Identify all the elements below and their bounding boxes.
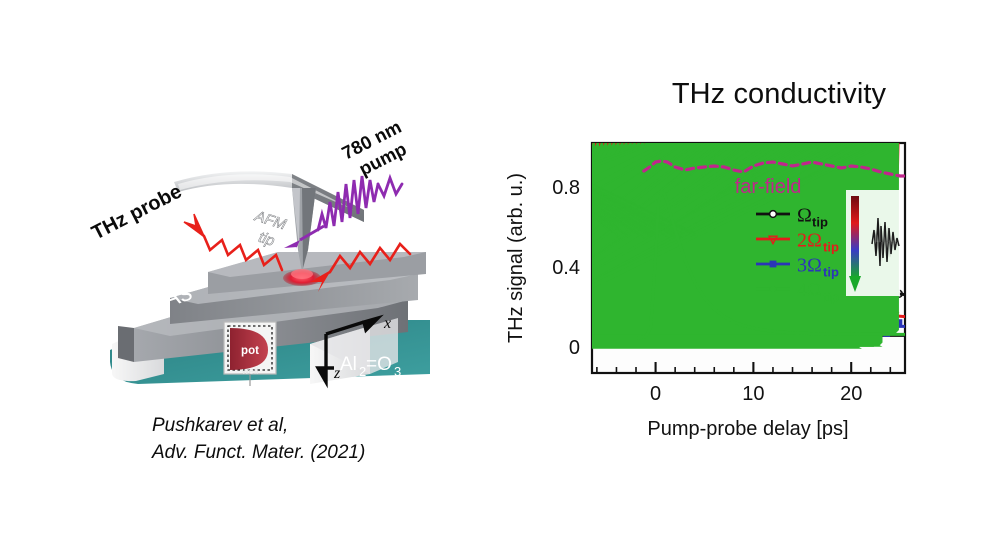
legend-label-subscript: tip xyxy=(812,215,828,230)
afm-cantilever xyxy=(174,171,364,222)
y-axis-tick-labels: 0 0.4 0.8 xyxy=(552,177,580,359)
legend-item-2Ωtip[interactable]: 2Ω tip xyxy=(756,230,839,255)
thz-incoming-wave xyxy=(328,241,412,274)
data-marker xyxy=(592,143,899,335)
legend-label: 3Ω xyxy=(797,255,822,277)
chart-title: THz conductivity xyxy=(671,78,887,110)
legend-item-4Ωtip[interactable]: 4Ω tip xyxy=(756,280,839,305)
series-far-field xyxy=(642,159,905,178)
citation-line-2: Adv. Funct. Mater. (2021) xyxy=(152,442,366,463)
x-tick-label: 20 xyxy=(840,383,862,405)
data-marker xyxy=(769,260,777,268)
y-axis-title: THz signal (arb. u.) xyxy=(505,173,527,343)
legend-label: 2Ω xyxy=(797,230,822,252)
legend-label-subscript: tip xyxy=(823,265,839,280)
citation-line-1: Pushkarev et al, xyxy=(152,415,289,436)
pump-arrow xyxy=(284,224,325,256)
thz-incoming-arrow xyxy=(310,270,331,292)
legend-label-subscript: tip xyxy=(823,290,839,305)
y-tick-label: 0 xyxy=(569,337,580,359)
fit-curve-4Ωtip xyxy=(592,190,905,340)
y-tick-label: 0.8 xyxy=(552,177,580,199)
oxide-label-group: Al 2 =O 3 xyxy=(340,354,401,379)
inset-arrow-head xyxy=(849,276,861,292)
figure-citation: Pushkarev et al, Adv. Funct. Mater. (202… xyxy=(152,412,482,466)
series-4Ωtip xyxy=(592,143,905,349)
thz-waveform-inset xyxy=(846,190,900,296)
oxide-label-main: Al xyxy=(340,354,357,375)
afm-tip-label-line2: tip xyxy=(256,229,276,250)
x-tick-label: 10 xyxy=(742,383,764,405)
thz-probe-wave xyxy=(202,234,284,272)
legend-label-subscript: tip xyxy=(823,240,839,255)
data-marker xyxy=(767,235,779,246)
axis-x-label: x xyxy=(383,315,391,332)
x-axis-title: Pump-probe delay [ps] xyxy=(647,418,848,440)
far-field-curve xyxy=(642,159,905,178)
oxide-label-sub1: 2 xyxy=(359,364,366,379)
data-series-layer xyxy=(592,143,905,349)
pump-pulse-wave xyxy=(316,173,404,232)
oxide-label-sub2: 3 xyxy=(394,364,401,379)
thz-probe-arrow xyxy=(183,213,206,239)
inset-pot-label: pot xyxy=(241,345,259,357)
inset-waveform-shade xyxy=(874,222,898,262)
legend-label: 4Ω xyxy=(797,280,822,302)
coordinate-axes xyxy=(315,314,384,389)
legend-item-3Ωtip[interactable]: 3Ω tip xyxy=(756,255,839,280)
annotation-far-field: far-field xyxy=(735,176,802,198)
oxide-label-mid: =O xyxy=(366,354,392,375)
potential-well-inset: pot well xyxy=(223,321,277,386)
x-axis-tick-labels: 0 10 20 xyxy=(650,383,862,405)
data-marker xyxy=(768,284,778,294)
x-tick-label: 0 xyxy=(650,383,661,405)
inset-gradient-bar xyxy=(851,196,859,278)
axis-z-label: z xyxy=(333,365,341,382)
y-tick-label: 0.4 xyxy=(552,257,580,279)
afm-thz-schematic: pot well x z THz probe xyxy=(78,122,438,390)
inset-well-label: well xyxy=(241,366,258,377)
markers-4Ωtip xyxy=(592,143,899,349)
afm-tip-cone xyxy=(292,188,316,272)
data-marker xyxy=(768,209,778,219)
x-axis-ticks xyxy=(596,362,892,373)
legend-label: Ω xyxy=(797,205,812,227)
